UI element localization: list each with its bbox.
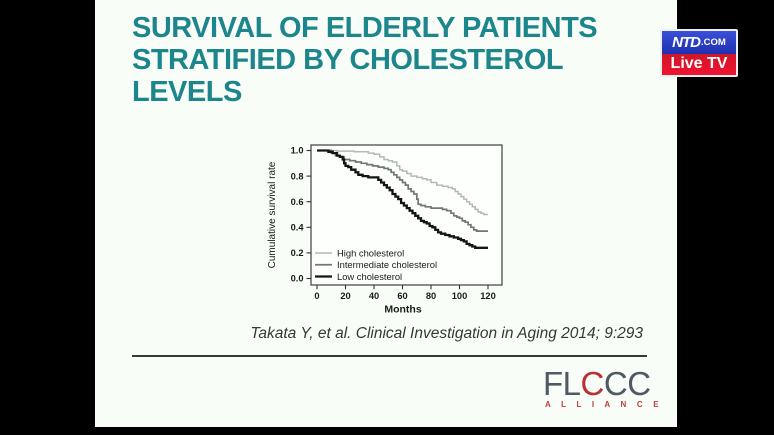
x-tick-label: 80 [426,291,436,301]
legend-label: High cholesterol [337,247,404,258]
x-tick-label: 40 [369,291,379,301]
legend-label: Low cholesterol [337,271,402,282]
citation-text: Takata Y, et al. Clinical Investigation … [250,325,643,342]
x-axis-label: Months [384,304,421,316]
flccc-letter: F [543,365,563,402]
presentation-slide: SURVIVAL OF ELDERLY PATIENTS STRATIFIED … [95,0,677,427]
x-tick-label: 20 [340,291,350,301]
plot-frame [310,144,503,286]
y-tick-label: 0.2 [291,248,304,258]
y-tick-label: 0.6 [291,197,304,207]
slide-title-line2: STRATIFIED BY CHOLESTEROL LEVELS [132,44,563,108]
y-tick-label: 0.8 [291,171,304,181]
y-tick-label: 0.0 [291,274,304,284]
x-tick-label: 0 [314,291,319,301]
flccc-letter: C [627,365,651,402]
series-high-cholesterol [317,149,488,216]
flccc-alliance-label: A L L I A N C E [545,400,663,409]
flccc-letter: L [562,365,581,402]
x-tick-label: 120 [480,291,496,301]
ntd-com-suffix: .COM [701,36,726,48]
ntd-com-banner: NTD .COM [662,31,736,54]
y-tick-label: 0.4 [291,223,305,233]
flccc-wordmark: FLCCC [543,367,663,400]
x-tick-label: 100 [452,291,468,301]
survival-chart-svg: 1.0 0.8 0.6 0.4 0.2 0.0 0 20 40 60 80 100 120 Cumulat… [267,144,503,316]
ntd-logo-text: NTD [672,33,701,51]
survival-chart: 1.0 0.8 0.6 0.4 0.2 0.0 0 20 40 60 80 100 120 Cumulat… [255,135,515,316]
flccc-letter: C [580,365,605,402]
y-tick-label: 1.0 [291,146,304,156]
legend-label: Intermediate cholesterol [337,259,437,270]
footer-divider [132,355,647,357]
flccc-logo: FLCCC A L L I A N C E [543,367,663,409]
slide-title: SURVIVAL OF ELDERLY PATIENTS STRATIFIED … [132,12,612,108]
series-intermediate-cholesterol [317,149,488,232]
series-low-cholesterol [317,149,488,249]
x-tick-label: 60 [397,291,407,301]
slide-title-line1: SURVIVAL OF ELDERLY PATIENTS [132,12,598,44]
live-tv-label: Live TV [662,53,736,75]
ntd-live-tv-badge: NTD .COM Live TV [660,29,738,77]
y-axis-label: Cumulative survival rate [267,161,278,268]
flccc-letter: C [603,365,628,402]
